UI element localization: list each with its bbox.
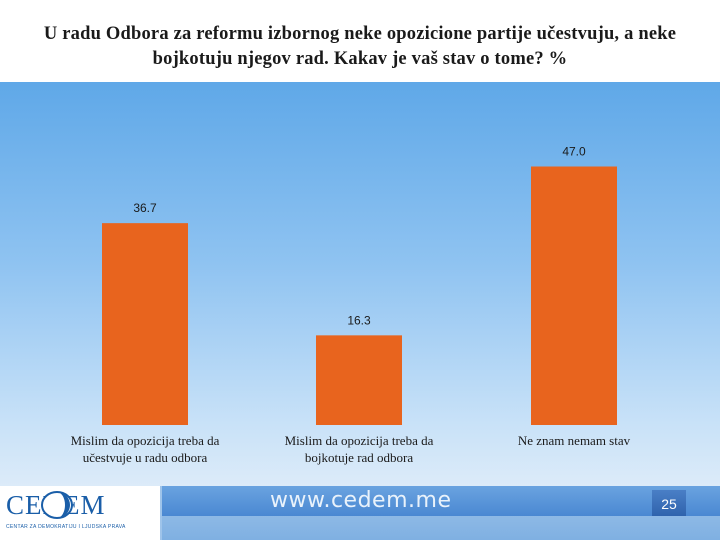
bar-1 <box>102 223 188 425</box>
logo-subtitle: CENTAR ZA DEMOKRATIJU I LJUDSKA PRAVA <box>6 524 126 530</box>
cedem-logo: CEDEM CENTAR ZA DEMOKRATIJU I LJUDSKA PR… <box>0 486 162 540</box>
category-label-1: Mislim da opozicija treba da <box>71 433 220 448</box>
data-label-2: 16.3 <box>347 313 371 327</box>
bar-3 <box>531 166 617 425</box>
bar-2 <box>316 335 402 425</box>
bar-chart: 36.7 Mislim da opozicija treba da učestvuj… <box>71 145 631 466</box>
category-label-3: Ne znam nemam stav <box>518 433 631 448</box>
logo-emblem-icon <box>41 491 73 519</box>
plot-area: 36.7 Mislim da opozicija treba da učestvuj… <box>0 82 720 486</box>
category-label-1: učestvuje u radu odbora <box>83 450 208 465</box>
data-label-3: 47.0 <box>562 145 586 159</box>
website-url[interactable]: www.cedem.me <box>270 488 452 513</box>
data-label-1: 36.7 <box>133 201 157 215</box>
category-label-2: bojkotuje rad odbora <box>305 450 414 465</box>
footer-band <box>160 486 720 516</box>
chart-title: U radu Odbora za reformu izbornog neke o… <box>43 24 677 69</box>
page-number: 25 <box>652 490 686 516</box>
category-label-2: Mislim da opozicija treba da <box>285 433 434 448</box>
